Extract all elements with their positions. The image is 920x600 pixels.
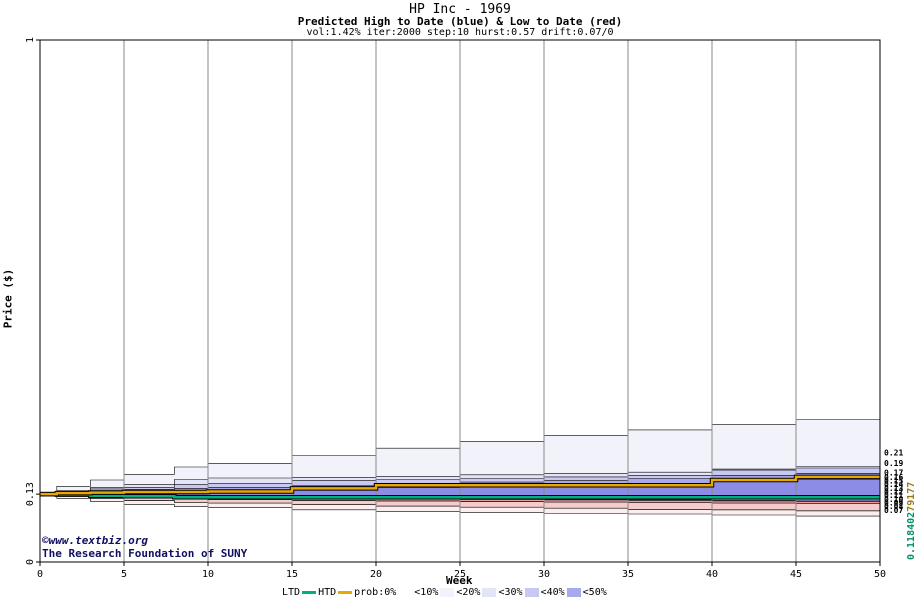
x-tick-label-20: 20 (370, 569, 382, 580)
legend-swatch-30 (524, 588, 539, 597)
right-label-7: 0.12 (884, 488, 903, 497)
legend: LTD HTD prob:0% <10% <20% <30% <40% <50% (282, 587, 607, 598)
right-label-10: 0.09 (884, 498, 903, 507)
right-label-5: 0.14 (884, 480, 903, 489)
legend-ltd-swatch (302, 591, 317, 594)
copyright-icon: © (42, 534, 49, 547)
y-tick-label-1: 0.13 (25, 482, 36, 506)
x-tick-label-0: 0 (37, 569, 43, 580)
y-axis-label: Price ($) (1, 268, 15, 329)
series-line-htd (40, 475, 880, 496)
legend-swatch-10 (440, 588, 455, 597)
right-label-12: 0.07 (884, 506, 903, 515)
legend-swatch-0 (398, 588, 413, 597)
x-tick-label-35: 35 (622, 569, 634, 580)
legend-swatch-20 (482, 588, 497, 597)
x-tick-label-40: 40 (706, 569, 718, 580)
right-label-3: 0.16 (884, 473, 903, 482)
legend-item-10: <10% (414, 587, 439, 598)
credit-url: www.textbiz.org (48, 534, 148, 547)
right-label-1: 0.19 (884, 459, 903, 468)
x-tick-label-15: 15 (286, 569, 298, 580)
right-label-2: 0.17 (884, 469, 903, 478)
side-label-a: 0.118402 (906, 511, 917, 560)
side-label-b: 79177 (906, 481, 917, 512)
right-label-9: 0.10 (884, 495, 903, 504)
legend-prob-label: prob:0% (354, 587, 397, 598)
right-label-8: 0.11 (884, 491, 903, 500)
chart-params: vol:1.42% iter:2000 step:10 hurst:0.57 d… (306, 27, 614, 38)
legend-item-40: <40% (540, 587, 565, 598)
legend-swatch-40 (566, 588, 581, 597)
x-tick-label-25: 25 (454, 569, 466, 580)
x-tick-label-30: 30 (538, 569, 550, 580)
right-label-0: 0.21 (884, 448, 903, 457)
y-tick-label-0: 0 (25, 559, 36, 565)
legend-item-20: <20% (456, 587, 481, 598)
side-price-label: 0.11840279177 (906, 482, 917, 560)
x-tick-label-5: 5 (121, 569, 127, 580)
x-tick-label-50: 50 (874, 569, 886, 580)
credit-block: ©www.textbiz.org The Research Foundation… (42, 534, 247, 560)
chart-title: HP Inc - 1969 (409, 2, 511, 17)
y-tick-label-2: 1 (25, 37, 36, 43)
x-axis-label: Week (446, 574, 473, 587)
right-label-6: 0.13 (884, 484, 903, 493)
legend-item-50: <50% (582, 587, 607, 598)
legend-ltd-label: LTD (282, 587, 301, 598)
x-tick-label-10: 10 (202, 569, 214, 580)
right-label-11: 0.08 (884, 502, 903, 511)
legend-htd-swatch (338, 591, 353, 594)
legend-item-30: <30% (498, 587, 523, 598)
x-tick-label-45: 45 (790, 569, 802, 580)
legend-htd-label: HTD (318, 587, 337, 598)
right-label-4: 0.15 (884, 477, 903, 486)
chart-subtitle: Predicted High to Date (blue) & Low to D… (297, 15, 623, 28)
credit-org: The Research Foundation of SUNY (42, 547, 248, 560)
